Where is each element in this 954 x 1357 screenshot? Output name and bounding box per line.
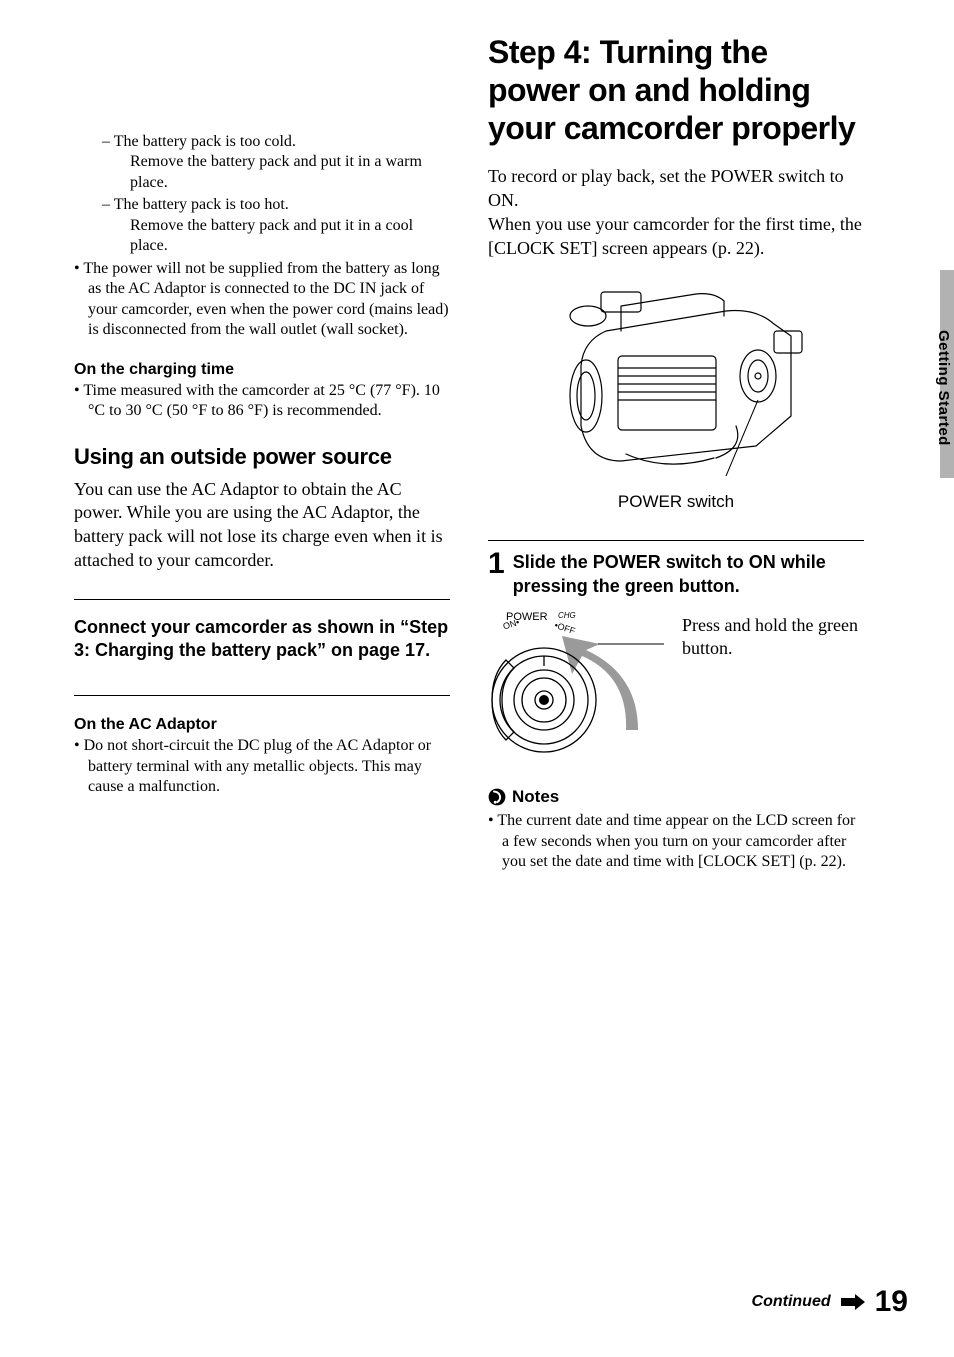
charging-note: Time measured with the camcorder at 25 °… xyxy=(74,381,450,422)
notes-heading: Notes xyxy=(488,787,864,807)
notes-list: The current date and time appear on the … xyxy=(488,811,864,872)
intro-paragraph: To record or play back, set the POWER sw… xyxy=(488,165,864,260)
power-switch-figure: POWER CHG ON• •OFF xyxy=(488,612,864,767)
dash-item-line2: Remove the battery pack and put it in a … xyxy=(116,216,450,257)
divider xyxy=(488,540,864,541)
power-switch-dial: POWER CHG ON• •OFF xyxy=(488,612,668,767)
dial-illustration xyxy=(488,634,668,762)
left-column: The battery pack is too cold. Remove the… xyxy=(74,34,450,872)
notes-icon xyxy=(488,788,506,806)
camcorder-illustration xyxy=(526,276,826,486)
ac-adaptor-heading: On the AC Adaptor xyxy=(74,716,450,734)
dash-item: The battery pack is too hot. Remove the … xyxy=(102,195,450,256)
step-number: 1 xyxy=(488,549,505,579)
step-1: 1 Slide the POWER switch to ON while pre… xyxy=(488,551,864,598)
notes-label: Notes xyxy=(512,787,559,807)
bullet-list: The power will not be supplied from the … xyxy=(74,259,450,341)
continued-arrow-icon xyxy=(841,1294,865,1310)
main-heading: Step 4: Turning the power on and holding… xyxy=(488,34,864,147)
power-note: The power will not be supplied from the … xyxy=(74,259,450,341)
outside-power-paragraph: You can use the AC Adaptor to obtain the… xyxy=(74,478,450,573)
continued-label: Continued xyxy=(752,1293,831,1311)
section-tab-label: Getting Started xyxy=(935,330,952,446)
connect-reference: Connect your camcorder as shown in “Step… xyxy=(74,616,450,664)
notes-item: The current date and time appear on the … xyxy=(488,811,864,872)
divider xyxy=(74,599,450,600)
camcorder-figure: POWER switch xyxy=(488,276,864,512)
divider xyxy=(74,695,450,696)
page-number: 19 xyxy=(875,1285,908,1319)
dash-list: The battery pack is too cold. Remove the… xyxy=(102,132,450,257)
right-column: Step 4: Turning the power on and holding… xyxy=(488,34,864,872)
charging-time-heading: On the charging time xyxy=(74,361,450,379)
section-tab: Getting Started xyxy=(926,270,954,478)
dash-item: The battery pack is too cold. Remove the… xyxy=(102,132,450,193)
page-footer: Continued 19 xyxy=(752,1285,908,1319)
figure-caption: POWER switch xyxy=(488,492,864,512)
page-body: The battery pack is too cold. Remove the… xyxy=(0,0,954,872)
dash-item-line2: Remove the battery pack and put it in a … xyxy=(116,152,450,193)
dash-item-line1: The battery pack is too cold. xyxy=(114,133,296,150)
dash-item-line1: The battery pack is too hot. xyxy=(114,196,289,213)
bullet-list: Do not short-circuit the DC plug of the … xyxy=(74,736,450,797)
dial-label-off: OFF xyxy=(556,621,576,636)
dial-label-chg: CHG xyxy=(558,612,576,620)
ac-adaptor-note: Do not short-circuit the DC plug of the … xyxy=(74,736,450,797)
outside-power-heading: Using an outside power source xyxy=(74,444,450,470)
step-instruction: Slide the POWER switch to ON while press… xyxy=(513,551,864,598)
bullet-list: Time measured with the camcorder at 25 °… xyxy=(74,381,450,422)
dial-instruction: Press and hold the green button. xyxy=(682,612,864,661)
